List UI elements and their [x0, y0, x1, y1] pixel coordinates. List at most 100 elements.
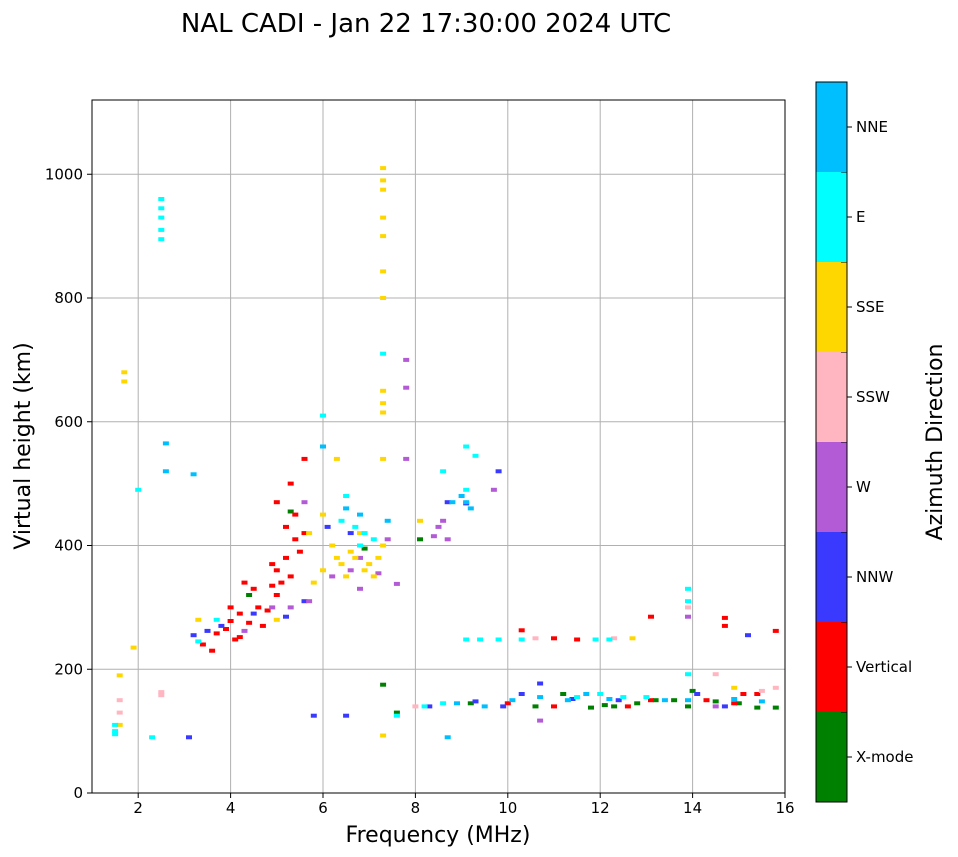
data-point	[393, 710, 400, 715]
data-point	[477, 637, 484, 642]
data-point	[333, 555, 340, 560]
data-point	[380, 733, 387, 738]
data-point	[440, 469, 447, 474]
data-point	[380, 187, 387, 192]
data-point	[162, 441, 169, 446]
y-axis-label: Virtual height (km)	[11, 342, 36, 549]
data-point	[685, 605, 691, 610]
data-point	[352, 555, 359, 560]
data-point	[361, 531, 368, 536]
x-tick-label: 4	[226, 799, 236, 817]
data-point	[273, 617, 280, 622]
colorbar-label: Azimuth Direction	[923, 343, 948, 540]
x-tick-label: 8	[411, 799, 421, 817]
data-point	[269, 605, 276, 610]
data-point	[287, 605, 294, 610]
data-point	[338, 518, 345, 523]
colorbar-segment	[816, 622, 847, 712]
data-point	[112, 732, 119, 737]
data-point	[685, 586, 691, 591]
data-point	[467, 701, 474, 706]
data-point	[255, 605, 262, 610]
data-point	[721, 623, 728, 628]
data-point	[393, 713, 400, 718]
x-tick-label: 6	[318, 799, 328, 817]
data-point	[440, 701, 447, 706]
series-vertical	[199, 456, 779, 709]
data-point	[283, 524, 289, 529]
data-point	[116, 710, 123, 715]
data-point	[116, 722, 123, 727]
data-point	[560, 692, 567, 696]
series-nne	[162, 441, 765, 740]
data-point	[357, 555, 363, 560]
data-point	[227, 619, 234, 623]
data-point	[661, 698, 668, 703]
data-point	[731, 685, 738, 690]
series-w	[241, 357, 719, 723]
data-point	[278, 580, 285, 585]
data-point	[592, 637, 599, 642]
data-point	[357, 512, 363, 517]
data-point	[458, 494, 465, 498]
data-point	[310, 580, 317, 585]
colorbar-frame	[815, 81, 848, 803]
data-point	[629, 636, 636, 641]
data-point	[380, 178, 387, 183]
data-point	[671, 698, 678, 703]
data-point	[551, 704, 557, 709]
data-point	[273, 593, 280, 597]
data-point	[449, 500, 456, 505]
data-point	[283, 614, 289, 619]
data-point	[648, 614, 654, 619]
data-point	[518, 637, 525, 642]
data-point	[320, 512, 326, 517]
series-sse	[116, 166, 738, 738]
data-point	[463, 500, 470, 505]
data-point	[380, 296, 387, 300]
data-point	[495, 469, 502, 474]
data-point	[162, 469, 169, 474]
colorbar-category-label: NNE	[856, 118, 888, 136]
data-point	[601, 703, 608, 708]
data-point	[689, 688, 696, 693]
data-point	[195, 639, 202, 644]
colorbar-segment	[816, 712, 847, 802]
data-point	[292, 512, 299, 517]
data-point	[588, 705, 594, 710]
data-point	[444, 537, 451, 542]
data-point	[121, 379, 128, 384]
data-point	[444, 500, 451, 505]
data-point	[296, 549, 303, 554]
data-point	[241, 628, 248, 633]
y-tick-label: 1000	[45, 165, 83, 183]
data-point	[652, 698, 659, 703]
colorbar-segment	[816, 442, 847, 532]
data-point	[745, 633, 751, 638]
y-tick-label: 800	[54, 289, 83, 307]
data-point	[380, 682, 387, 687]
data-point	[532, 704, 539, 709]
data-point	[772, 705, 779, 710]
data-point	[366, 562, 373, 567]
data-point	[357, 543, 363, 548]
data-point	[403, 385, 410, 390]
data-point	[158, 227, 165, 232]
data-points	[112, 166, 779, 740]
data-point	[574, 695, 581, 700]
y-tick-label: 0	[73, 784, 83, 802]
colorbar-category-label: X-mode	[856, 748, 913, 766]
data-point	[361, 568, 368, 573]
data-point	[417, 537, 423, 542]
data-point	[467, 506, 474, 511]
y-tick-label: 600	[54, 413, 83, 431]
data-point	[232, 637, 239, 642]
data-point	[273, 568, 280, 573]
x-tick-label: 16	[775, 799, 794, 817]
data-point	[301, 599, 308, 604]
colorbar-category-label: E	[856, 208, 865, 226]
data-point	[421, 704, 428, 709]
data-point	[186, 735, 192, 740]
data-point	[754, 692, 761, 696]
data-point	[246, 593, 253, 597]
